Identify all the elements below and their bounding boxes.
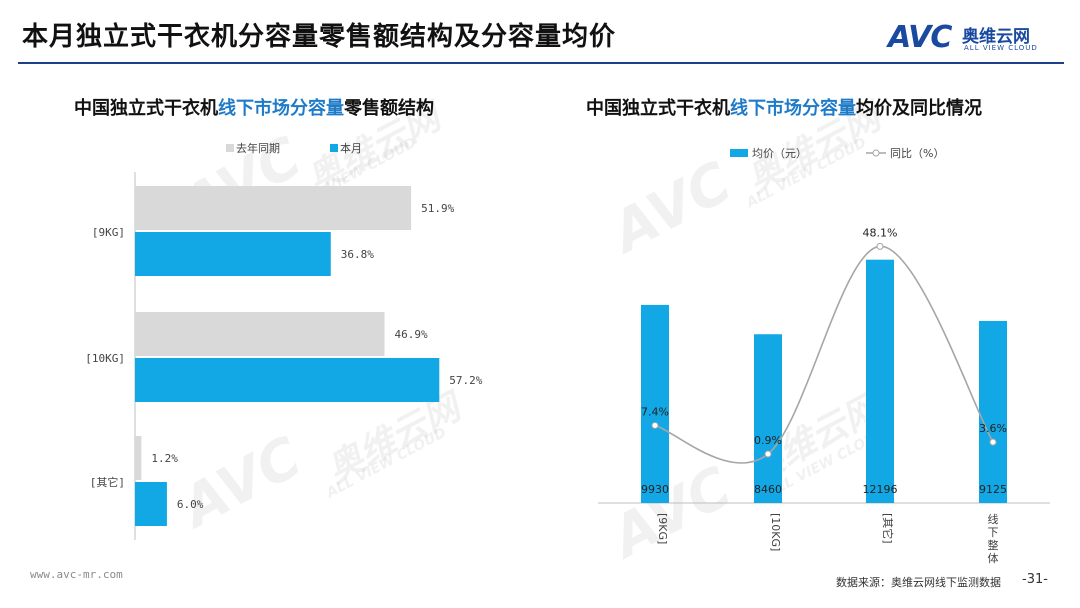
line-value-label: 0.9% [754, 434, 782, 447]
left-chart-title-pre: 中国独立式干衣机 [74, 98, 218, 119]
data-label: 51.9% [421, 202, 454, 215]
header-divider [18, 62, 1064, 64]
legend-swatch [226, 144, 234, 152]
legend-marker [872, 149, 880, 157]
data-label: 36.8% [341, 248, 374, 261]
line-point [989, 438, 997, 446]
bar [641, 304, 669, 503]
data-label: 1.2% [151, 452, 178, 465]
bar [135, 358, 440, 402]
data-label: 6.0% [177, 498, 204, 511]
legend-label: 去年同期 [236, 141, 280, 155]
yoy-line [654, 245, 994, 464]
right-chart-title-post: 均价及同比情况 [856, 98, 982, 119]
line-point [651, 421, 659, 429]
bar [135, 436, 142, 480]
data-label: 57.2% [449, 374, 482, 387]
category-tick-label: [9KG] [656, 513, 669, 544]
legend-label: 均价（元） [752, 147, 807, 160]
category-tick-label: [10KG] [85, 352, 125, 365]
line-point [764, 450, 772, 458]
bar [135, 312, 385, 356]
right-chart-title: 中国独立式干衣机线下市场分容量均价及同比情况 [586, 94, 982, 120]
right-chart-title-highlight: 线下市场分容量 [730, 98, 856, 119]
bar [979, 320, 1007, 503]
share-structure-chart: 去年同期 本月 51.9% 36.8% [9KG] 46.9% 57.2% [10KG] 1.2… [85, 141, 483, 540]
logo-mark: AVC [888, 20, 952, 55]
bar-value-label: 8460 [754, 483, 782, 496]
legend-swatch [330, 144, 338, 152]
legend-label: 同比（%） [890, 147, 944, 160]
bar [135, 232, 331, 276]
category-tick-label: [其它] [90, 475, 125, 489]
legend-swatch [730, 149, 748, 157]
data-source-note: 数据来源：奥维云网线下监测数据 [836, 576, 1001, 589]
bar [866, 259, 894, 503]
bar-value-label: 9930 [641, 483, 669, 496]
data-label: 46.9% [395, 328, 428, 341]
bar-value-label: 9125 [979, 483, 1007, 496]
right-chart-title-pre: 中国独立式干衣机 [586, 98, 730, 119]
left-chart-title-highlight: 线下市场分容量 [218, 98, 344, 119]
footer-url[interactable]: www.avc-mr.com [30, 568, 123, 581]
category-tick-label: [9KG] [92, 226, 125, 239]
line-value-label: 3.6% [979, 422, 1007, 435]
line-point [876, 242, 884, 250]
logo-en-text: ALL VIEW CLOUD [964, 44, 1038, 52]
legend-label: 本月 [340, 141, 362, 155]
line-value-label: 7.4% [641, 405, 669, 418]
category-tick-label: [10KG] [769, 513, 782, 551]
left-chart-title-post: 零售额结构 [344, 98, 434, 119]
left-chart-title: 中国独立式干衣机线下市场分容量零售额结构 [74, 94, 434, 120]
bar [754, 334, 782, 503]
page-title: 本月独立式干衣机分容量零售额结构及分容量均价 [22, 22, 617, 52]
category-tick-label: [其它] [881, 513, 895, 544]
page-number: -31- [1022, 572, 1048, 587]
bar-value-label: 12196 [863, 483, 898, 496]
logo-cn-text: 奥维云网 [962, 27, 1030, 47]
company-logo: AVC 奥维云网 ALL VIEW CLOUD [888, 20, 1058, 60]
line-value-label: 48.1% [863, 226, 898, 239]
bar [135, 186, 412, 230]
category-tick-label: 线下整体 [988, 512, 999, 565]
bar [135, 482, 167, 526]
